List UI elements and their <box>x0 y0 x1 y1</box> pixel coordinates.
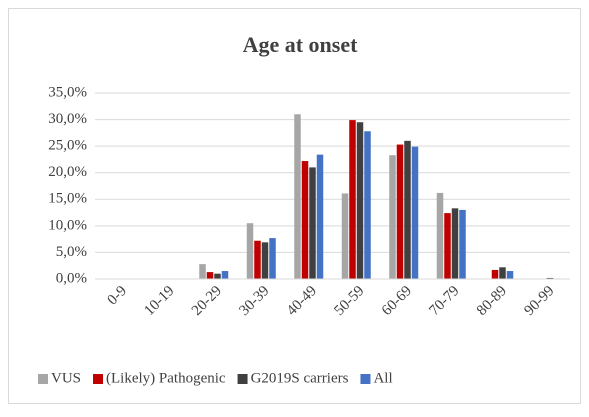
bar <box>436 192 444 279</box>
bar <box>506 271 514 279</box>
y-tick-label: 35,0% <box>48 84 87 100</box>
bar <box>316 154 324 279</box>
bar <box>546 277 554 279</box>
y-tick-label: 20,0% <box>48 164 87 180</box>
bar <box>444 213 451 279</box>
bar <box>389 155 396 279</box>
bar <box>364 131 371 279</box>
bar <box>294 114 301 279</box>
bar <box>214 273 221 279</box>
legend-label: VUS <box>51 370 81 386</box>
bar <box>261 242 269 279</box>
y-tick-label: 25,0% <box>48 138 87 154</box>
y-tick-label: 30,0% <box>48 111 87 127</box>
bar <box>451 208 459 279</box>
legend-label: (Likely) Pathogenic <box>106 370 226 386</box>
bar <box>301 161 309 279</box>
bar <box>309 167 316 279</box>
bar <box>206 272 214 279</box>
bar <box>459 209 466 279</box>
y-tick-label: 5,0% <box>56 244 87 260</box>
bar <box>411 146 419 279</box>
bar <box>404 140 411 279</box>
legend-label: All <box>373 370 392 386</box>
legend-swatch <box>38 374 48 384</box>
legend-swatch <box>237 374 248 384</box>
bar <box>356 122 364 279</box>
legend-swatch <box>93 374 104 384</box>
y-tick-label: 10,0% <box>48 217 87 233</box>
bar <box>199 264 206 279</box>
bar <box>349 120 356 279</box>
bar <box>221 271 229 279</box>
y-tick-label: 0,0% <box>56 270 87 286</box>
bar <box>491 269 499 279</box>
bar <box>269 238 276 279</box>
bar <box>499 267 506 279</box>
legend-swatch <box>360 374 371 384</box>
chart-title: Age at onset <box>243 32 359 57</box>
bar <box>246 223 254 279</box>
bar <box>396 144 404 279</box>
y-tick-label: 15,0% <box>48 191 87 207</box>
legend-label: G2019S carriers <box>251 370 349 386</box>
bar <box>254 240 261 279</box>
bar <box>341 193 349 279</box>
